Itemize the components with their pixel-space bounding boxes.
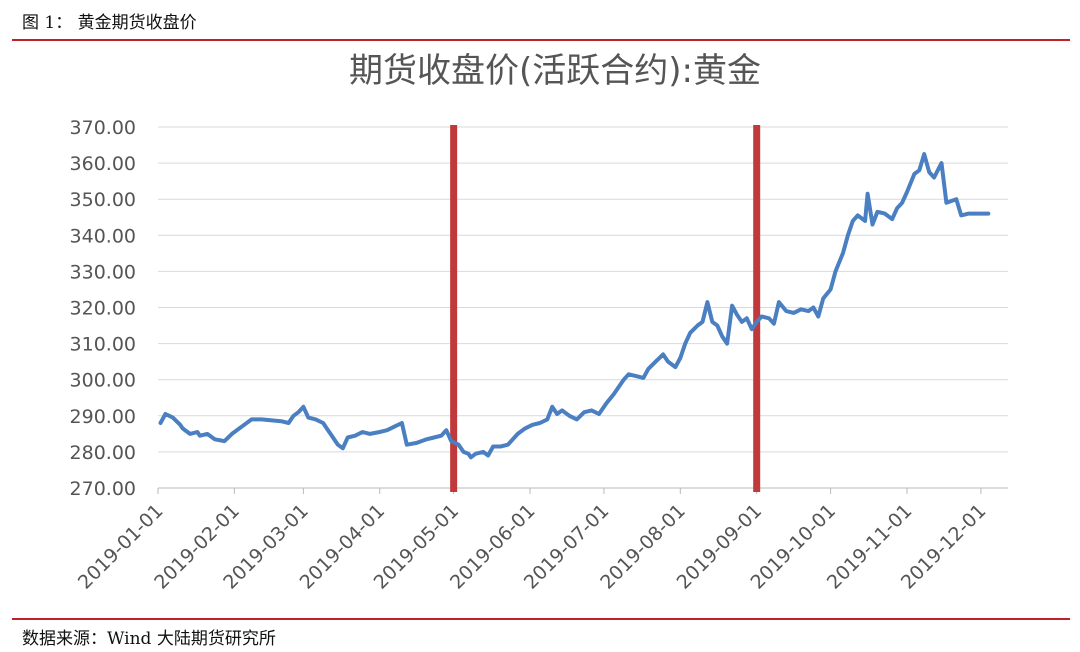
source-divider (12, 618, 1070, 620)
caption-divider (12, 39, 1070, 41)
y-tick-label: 320.00 (70, 298, 136, 320)
y-tick-label: 270.00 (70, 478, 136, 500)
vertical-markers (450, 125, 761, 492)
chart-title: 期货收盘价(活跃合约):黄金 (349, 51, 761, 91)
y-tick-label: 340.00 (70, 225, 136, 247)
data-source-note: 数据来源：Wind 大陆期货研究所 (22, 629, 276, 649)
y-tick-label: 280.00 (70, 442, 136, 464)
y-tick-label: 290.00 (70, 406, 136, 428)
gold-futures-line-chart: 期货收盘价(活跃合约):黄金 270.00 280.00 290.00 300.00 3… (70, 51, 1008, 594)
y-tick-label: 370.00 (70, 117, 136, 139)
y-axis-tick-labels: 270.00 280.00 290.00 300.00 310.00 320.00 330.… (70, 117, 136, 500)
figure-caption: 图 1： 黄金期货收盘价 (22, 13, 197, 33)
series-layer (158, 152, 991, 460)
x-axis-tick-labels: 2019-01-012019-02-012019-03-012019-04-01… (74, 500, 991, 594)
y-tick-label: 300.00 (70, 370, 136, 392)
y-tick-label: 330.00 (70, 261, 136, 283)
y-tick-label: 360.00 (70, 153, 136, 175)
gridlines (157, 126, 1008, 494)
y-tick-label: 350.00 (70, 189, 136, 211)
y-tick-label: 310.00 (70, 334, 136, 356)
series-line (158, 152, 991, 460)
